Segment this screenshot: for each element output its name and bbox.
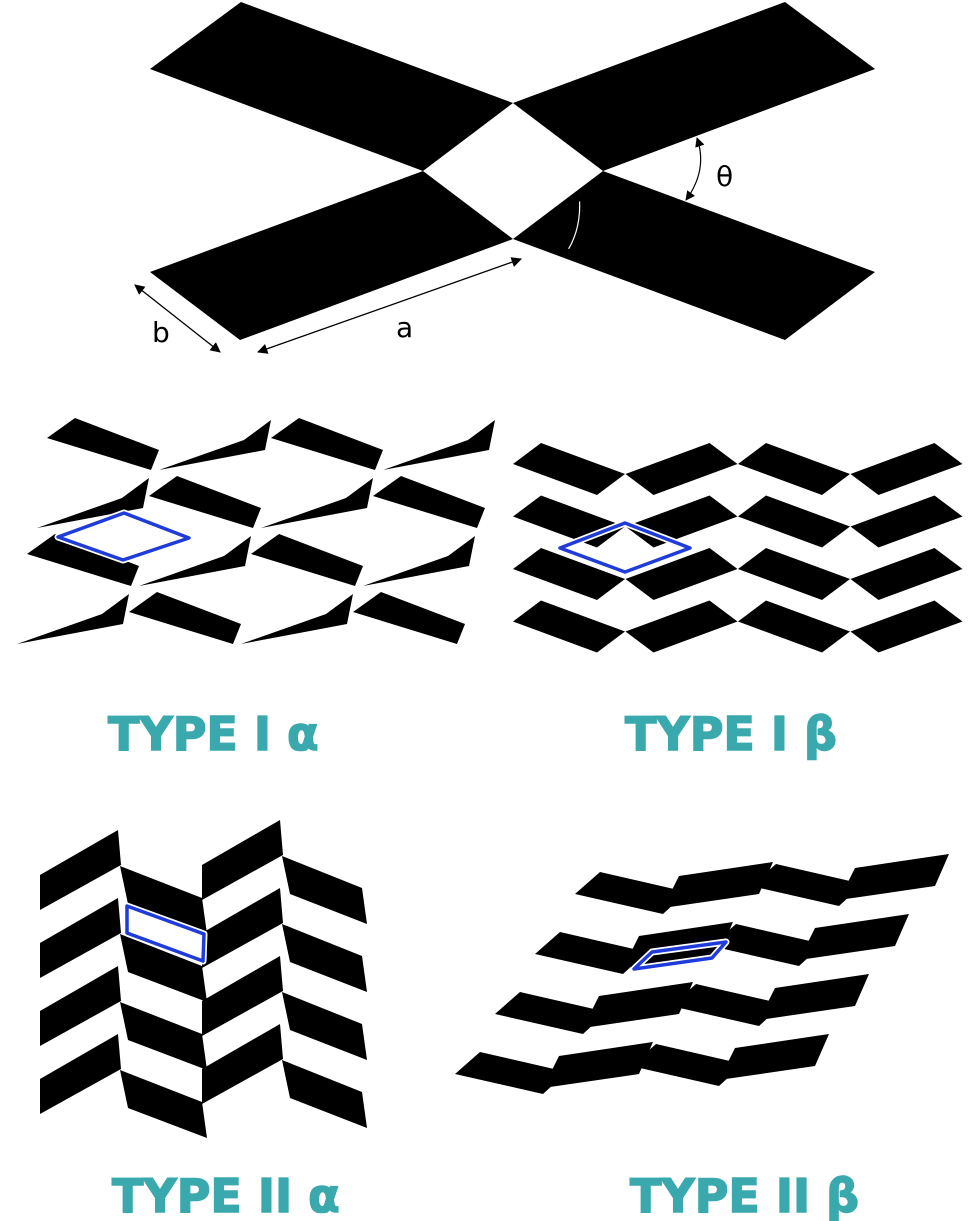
piece-r0-c1 bbox=[663, 862, 773, 908]
piece-col0-r2 bbox=[40, 966, 121, 1046]
piece-col2-r2 bbox=[202, 956, 283, 1036]
piece-r0-c0 bbox=[513, 443, 625, 495]
piece-r0-c1 bbox=[625, 443, 738, 495]
piece-col1-r3 bbox=[120, 1070, 207, 1138]
piece-r2-c2 bbox=[738, 548, 850, 600]
piece-r1-c3 bbox=[373, 476, 485, 528]
unit-geometry: b a θ φ bbox=[134, 2, 875, 354]
piece-r0-c0 bbox=[575, 872, 687, 914]
piece-col3-r1 bbox=[282, 924, 367, 992]
unit-cell-outline bbox=[632, 940, 728, 971]
unit-cell-outline bbox=[558, 521, 692, 574]
piece-r2-c2 bbox=[671, 984, 783, 1026]
piece-col1-r0 bbox=[120, 866, 207, 934]
piece-r1-c3 bbox=[850, 495, 963, 548]
piece-col1-r1 bbox=[120, 934, 207, 1002]
unit-arm-bottom-right bbox=[513, 171, 875, 340]
piece-r3-c3 bbox=[719, 1034, 829, 1080]
unit-arm-top-left bbox=[150, 2, 513, 171]
piece-r2-c2 bbox=[251, 534, 363, 586]
piece-r2-c3 bbox=[850, 548, 963, 600]
piece-col3-r2 bbox=[282, 992, 367, 1060]
piece-r3-c1 bbox=[543, 1042, 653, 1088]
piece-col0-r1 bbox=[40, 898, 121, 978]
piece-r3-c3 bbox=[353, 592, 465, 644]
piece-r1-c0 bbox=[513, 495, 625, 548]
piece-r2-c0 bbox=[513, 548, 625, 600]
piece-col1-r2 bbox=[120, 1002, 207, 1070]
piece-col0-r3 bbox=[40, 1034, 121, 1114]
piece-col2-r1 bbox=[202, 888, 283, 968]
piece-r0-c3 bbox=[383, 420, 495, 470]
unit-cell-outline bbox=[125, 904, 206, 963]
piece-r0-c2 bbox=[738, 443, 850, 495]
piece-r3-c1 bbox=[129, 592, 241, 644]
panel-label-type-1-beta: TYPE I β bbox=[625, 707, 837, 761]
piece-col2-r0 bbox=[202, 820, 283, 900]
piece-col0-r0 bbox=[40, 830, 121, 910]
piece-r3-c0 bbox=[513, 600, 625, 653]
piece-r2-c1 bbox=[583, 982, 693, 1028]
unit-cell-outline bbox=[56, 511, 191, 562]
piece-r3-c2 bbox=[738, 600, 850, 653]
piece-r2-c3 bbox=[363, 536, 475, 586]
dimension-b-arrow bbox=[134, 284, 221, 353]
piece-col3-r0 bbox=[282, 856, 367, 924]
piece-r3-c2 bbox=[631, 1044, 743, 1086]
piece-col3-r3 bbox=[282, 1060, 367, 1128]
panel-label-type-2-beta: TYPE II β bbox=[630, 1169, 859, 1221]
pattern-type-2-beta bbox=[455, 854, 949, 1094]
unit-arm-bottom-left bbox=[150, 171, 513, 340]
dimension-b-label: b bbox=[152, 316, 170, 349]
piece-r3-c0 bbox=[455, 1052, 567, 1094]
piece-r2-c3 bbox=[759, 974, 869, 1020]
piece-r0-c3 bbox=[839, 854, 949, 900]
piece-col2-r3 bbox=[202, 1024, 283, 1104]
piece-r0-c2 bbox=[751, 864, 863, 906]
piece-r0-c0 bbox=[47, 418, 159, 470]
piece-r1-c0 bbox=[37, 478, 149, 528]
pattern-type-1-alpha bbox=[17, 418, 495, 644]
piece-r1-c1 bbox=[625, 495, 738, 548]
angle-phi-label: φ bbox=[595, 211, 613, 244]
piece-r3-c2 bbox=[241, 594, 353, 644]
piece-r2-c1 bbox=[625, 548, 738, 600]
panel-label-type-1-alpha: TYPE I α bbox=[108, 707, 319, 761]
panel-label-type-2-alpha: TYPE II α bbox=[112, 1169, 340, 1221]
unit-arm-top-right bbox=[513, 2, 875, 171]
piece-r0-c3 bbox=[850, 443, 963, 495]
piece-r1-c3 bbox=[799, 914, 909, 960]
dimension-a-label: a bbox=[396, 311, 413, 344]
piece-r0-c2 bbox=[271, 418, 383, 470]
piece-r1-c2 bbox=[711, 924, 823, 966]
piece-r1-c2 bbox=[261, 478, 373, 528]
piece-r1-c0 bbox=[535, 932, 647, 974]
piece-r1-c1 bbox=[149, 476, 261, 528]
piece-r2-c0 bbox=[495, 992, 607, 1034]
piece-r0-c1 bbox=[159, 420, 271, 470]
piece-r1-c2 bbox=[738, 495, 850, 548]
pattern-type-2-alpha bbox=[40, 820, 367, 1138]
pattern-type-1-beta bbox=[513, 443, 963, 653]
piece-r2-c0 bbox=[27, 534, 139, 586]
piece-r2-c1 bbox=[139, 536, 251, 586]
piece-r3-c0 bbox=[17, 594, 129, 644]
angle-theta-label: θ bbox=[716, 160, 733, 193]
angle-phi-arc bbox=[563, 192, 585, 257]
piece-r3-c1 bbox=[625, 600, 738, 653]
dimension-a-arrow bbox=[257, 257, 522, 354]
piece-r3-c3 bbox=[850, 600, 963, 653]
angle-theta-arc bbox=[685, 137, 705, 201]
